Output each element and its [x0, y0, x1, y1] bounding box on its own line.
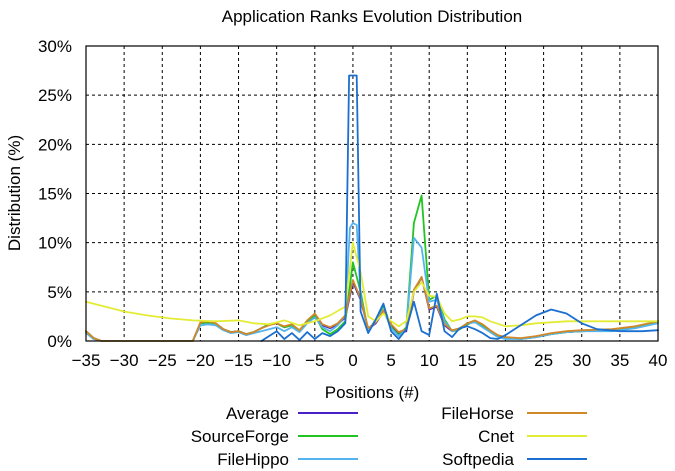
y-tick-label: 15%	[38, 185, 72, 204]
series-line-filehorse	[85, 276, 659, 342]
y-tick-label: 25%	[38, 86, 72, 105]
x-tick-label: 30	[572, 351, 591, 370]
x-tick-label: 40	[649, 351, 668, 370]
y-tick-labels: 0% 5% 10% 15% 20% 25% 30%	[38, 37, 72, 351]
x-tick-label: −10	[262, 351, 291, 370]
series-line-filehippo	[85, 222, 659, 342]
legend-label-filehorse: FileHorse	[441, 404, 514, 423]
legend-label-sourceforge: SourceForge	[191, 427, 289, 446]
y-axis-label: Distribution (%)	[5, 135, 24, 251]
grid	[86, 46, 658, 341]
y-tick-label: 5%	[47, 283, 72, 302]
y-tick-label: 30%	[38, 37, 72, 56]
series-line-cnet	[85, 241, 659, 328]
x-tick-label: 0	[348, 351, 357, 370]
x-tick-label: −15	[224, 351, 253, 370]
y-tick-label: 0%	[47, 332, 72, 351]
y-tick-label: 20%	[38, 135, 72, 154]
x-tick-label: −5	[305, 351, 324, 370]
legend-label-average: Average	[226, 404, 289, 423]
x-tick-label: 15	[458, 351, 477, 370]
x-axis-label: Positions (#)	[325, 383, 419, 402]
legend: Average SourceForge FileHippo FileHorse Cnet…	[191, 404, 587, 469]
y-tick-label: 10%	[38, 234, 72, 253]
x-tick-label: 10	[420, 351, 439, 370]
x-tick-label: −30	[110, 351, 139, 370]
x-tick-label: −25	[148, 351, 177, 370]
chart-title: Application Ranks Evolution Distribution	[222, 7, 523, 26]
x-tick-label: −35	[72, 351, 101, 370]
x-tick-label: 5	[386, 351, 395, 370]
legend-label-filehippo: FileHippo	[217, 450, 289, 469]
legend-label-softpedia: Softpedia	[442, 450, 514, 469]
plot-frame	[85, 45, 659, 342]
series-line-softpedia	[260, 74, 659, 342]
x-tick-label: 25	[534, 351, 553, 370]
x-tick-label: 20	[496, 351, 515, 370]
x-tick-label: 35	[610, 351, 629, 370]
x-tick-labels: −35 −30 −25 −20 −15 −10 −5 0 5 10 15 20 25 30 35 40	[72, 351, 668, 370]
series-lines	[85, 74, 659, 342]
x-tick-label: −20	[186, 351, 215, 370]
legend-label-cnet: Cnet	[478, 427, 514, 446]
